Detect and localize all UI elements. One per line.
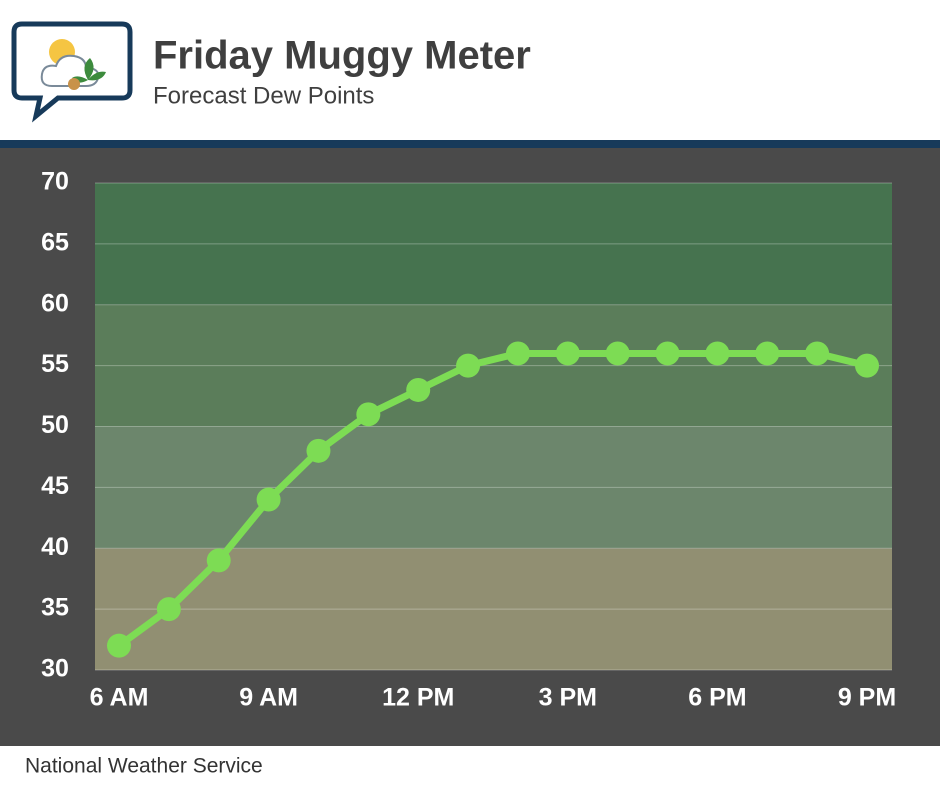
point (755, 341, 780, 366)
y-tick-label: 60 (41, 289, 69, 317)
x-tick-label: 3 PM (539, 684, 597, 712)
y-tick-label: 50 (41, 411, 69, 439)
y-tick-label: 65 (41, 228, 69, 256)
point (456, 353, 481, 378)
x-tick-label: 9 AM (239, 684, 298, 712)
chart-title: Friday Muggy Meter (153, 34, 531, 78)
header-bg (0, 0, 940, 140)
y-tick-label: 70 (41, 168, 69, 196)
logo (11, 21, 133, 123)
footer-bg (0, 746, 940, 788)
y-tick-label: 40 (41, 533, 69, 561)
x-tick-label: 6 AM (90, 684, 149, 712)
point (705, 341, 730, 366)
header-rule (0, 140, 940, 148)
point (605, 341, 630, 366)
point (406, 377, 431, 402)
band (95, 304, 892, 427)
y-tick-label: 45 (41, 472, 69, 500)
line (116, 349, 868, 649)
x-tick-label: 9 PM (838, 684, 896, 712)
y-tick-label: 55 (41, 350, 69, 378)
point (805, 341, 830, 366)
point (306, 438, 331, 463)
point (356, 402, 381, 427)
chart-subtitle: Forecast Dew Points (153, 82, 374, 109)
band (95, 183, 892, 305)
band (95, 548, 892, 670)
source: National Weather Service (25, 755, 263, 778)
point (505, 341, 530, 366)
point (107, 633, 131, 658)
point (655, 341, 680, 366)
point (206, 548, 231, 573)
y-tick-label: 30 (41, 655, 69, 683)
y-tick-label: 35 (41, 594, 69, 622)
x-tick-label: 12 PM (382, 684, 454, 712)
x-tick-label: 6 PM (688, 684, 746, 712)
point (555, 341, 580, 366)
point (855, 353, 879, 378)
point (256, 487, 281, 512)
band (95, 426, 892, 549)
point (156, 597, 181, 622)
